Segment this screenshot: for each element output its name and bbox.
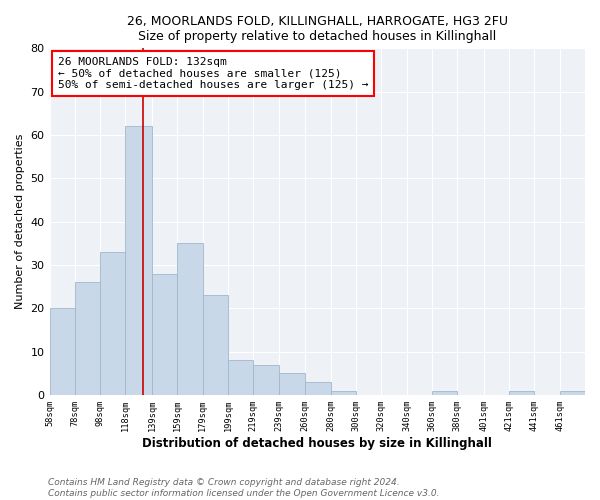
Bar [125, 126, 152, 395]
Bar [278, 374, 305, 395]
Text: 26 MOORLANDS FOLD: 132sqm
← 50% of detached houses are smaller (125)
50% of semi: 26 MOORLANDS FOLD: 132sqm ← 50% of detac… [58, 57, 368, 90]
Bar [178, 244, 203, 395]
Bar [228, 360, 253, 395]
Bar [509, 390, 535, 395]
Bar [50, 308, 75, 395]
Bar [560, 390, 585, 395]
Bar [75, 282, 100, 395]
Y-axis label: Number of detached properties: Number of detached properties [15, 134, 25, 310]
Bar [100, 252, 125, 395]
Bar [152, 274, 178, 395]
Bar [203, 296, 228, 395]
Title: 26, MOORLANDS FOLD, KILLINGHALL, HARROGATE, HG3 2FU
Size of property relative to: 26, MOORLANDS FOLD, KILLINGHALL, HARROGA… [127, 15, 508, 43]
X-axis label: Distribution of detached houses by size in Killinghall: Distribution of detached houses by size … [142, 437, 492, 450]
Bar [432, 390, 457, 395]
Bar [253, 364, 278, 395]
Bar [305, 382, 331, 395]
Bar [331, 390, 356, 395]
Text: Contains HM Land Registry data © Crown copyright and database right 2024.
Contai: Contains HM Land Registry data © Crown c… [48, 478, 439, 498]
